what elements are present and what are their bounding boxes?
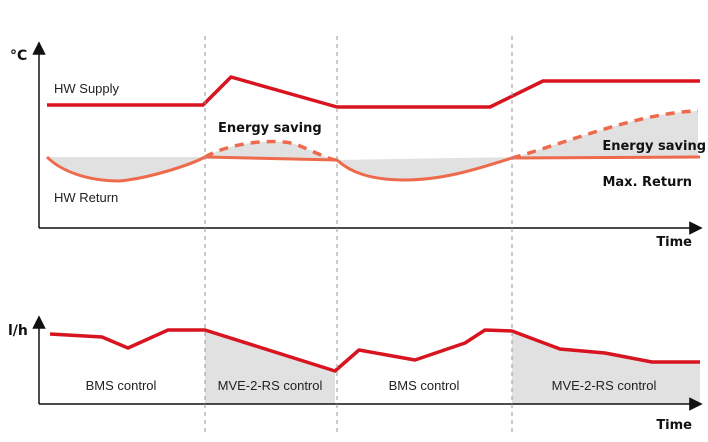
segment-label-mve-1: MVE-2-RS control (218, 378, 323, 393)
flow-saving-area-2 (512, 330, 700, 404)
energy-saving-label-2: Energy saving (602, 139, 706, 154)
return-saving-area-1 (47, 157, 205, 181)
bottom-y-axis-label: l/h (8, 323, 28, 339)
bottom-x-axis-label: Time (656, 418, 692, 433)
segment-label-bms-1: BMS control (86, 378, 157, 393)
return-saving-area-2 (337, 157, 520, 180)
hw-return-line (45, 155, 701, 183)
top-y-axis-label: °C (10, 48, 27, 64)
segment-label-bms-2: BMS control (389, 378, 460, 393)
energy-saving-label-1: Energy saving (218, 121, 322, 136)
segment-label-mve-2: MVE-2-RS control (552, 378, 657, 393)
hw-supply-line (47, 75, 700, 109)
hw-supply-label: HW Supply (54, 81, 120, 96)
hw-return-label: HW Return (54, 190, 118, 205)
flow-line (49, 328, 700, 373)
energy-saving-area-2 (512, 111, 698, 158)
max-return-label: Max. Return (602, 175, 692, 190)
return-without-control-dashed-2 (511, 109, 699, 160)
flow-saving-area-1 (205, 330, 335, 404)
top-x-axis-label: Time (656, 235, 692, 250)
